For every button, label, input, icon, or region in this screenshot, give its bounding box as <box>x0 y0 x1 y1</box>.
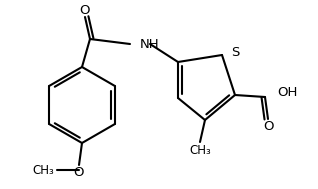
Text: O: O <box>74 166 84 178</box>
Text: O: O <box>80 4 90 16</box>
Text: NH: NH <box>140 37 160 50</box>
Text: O: O <box>263 119 273 132</box>
Text: CH₃: CH₃ <box>32 163 54 177</box>
Text: OH: OH <box>277 85 297 98</box>
Text: CH₃: CH₃ <box>189 143 211 156</box>
Text: S: S <box>231 46 239 60</box>
